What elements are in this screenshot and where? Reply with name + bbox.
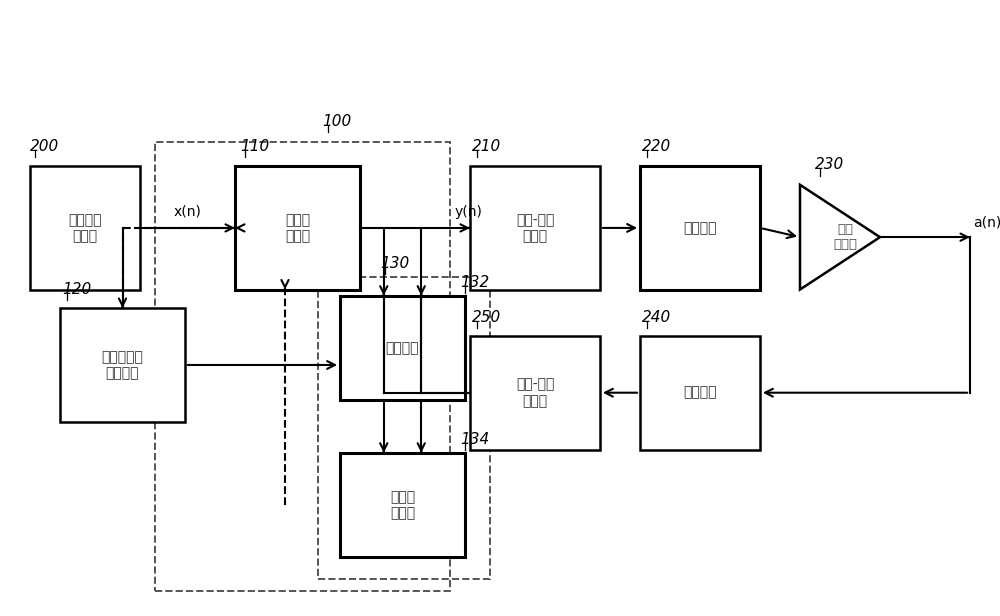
Text: 预失真
补偿部: 预失真 补偿部: [285, 213, 310, 243]
Text: 数字-模拟
变换器: 数字-模拟 变换器: [516, 213, 554, 243]
Bar: [470, 336, 600, 450]
Text: 存储器部: 存储器部: [386, 341, 419, 355]
Bar: [318, 277, 490, 579]
Text: 132: 132: [460, 275, 489, 290]
Bar: [640, 336, 760, 450]
Text: 发射调制
解调器: 发射调制 解调器: [68, 213, 102, 243]
Text: 下变频器: 下变频器: [683, 386, 717, 400]
Text: x(n): x(n): [174, 205, 201, 219]
Text: 130: 130: [380, 256, 409, 271]
Text: 250: 250: [472, 310, 501, 325]
Text: 110: 110: [240, 139, 269, 154]
Bar: [30, 166, 140, 290]
Text: 134: 134: [460, 432, 489, 447]
Text: 模拟-数字
变换器: 模拟-数字 变换器: [516, 378, 554, 408]
Text: y(n): y(n): [455, 205, 483, 219]
Text: 预失真
引擎部: 预失真 引擎部: [390, 490, 415, 521]
Text: 210: 210: [472, 139, 501, 154]
Text: a(n): a(n): [973, 216, 1000, 230]
Text: 220: 220: [642, 139, 671, 154]
Bar: [340, 296, 465, 400]
Bar: [60, 308, 185, 422]
Text: 230: 230: [815, 158, 844, 172]
Text: 200: 200: [30, 139, 59, 154]
Bar: [470, 166, 600, 290]
Text: 功率
放大器: 功率 放大器: [833, 223, 857, 251]
Text: 120: 120: [62, 282, 91, 297]
Bar: [640, 166, 760, 290]
Text: 样本有效性
判别装置: 样本有效性 判别装置: [102, 350, 143, 380]
Bar: [155, 142, 450, 591]
Text: 240: 240: [642, 310, 671, 325]
Bar: [235, 166, 360, 290]
Text: 100: 100: [322, 115, 352, 129]
Bar: [340, 453, 465, 557]
Text: 上变频器: 上变频器: [683, 221, 717, 235]
